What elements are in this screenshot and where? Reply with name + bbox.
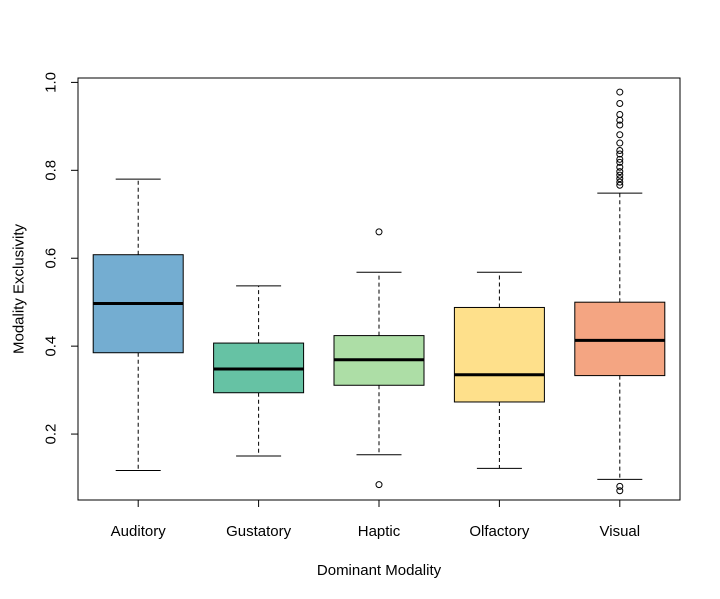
outlier-point	[616, 168, 624, 176]
boxes-layer	[92, 88, 666, 495]
outlier-point	[616, 88, 624, 96]
outlier-point	[616, 139, 624, 147]
outlier-point	[616, 487, 624, 495]
x-tick-label: Visual	[600, 523, 641, 540]
x-axis-title: Dominant Modality	[317, 562, 442, 579]
y-axis-title: Modality Exclusivity	[11, 223, 28, 354]
x-tick-label: Olfactory	[469, 523, 530, 540]
box-visual	[574, 88, 666, 495]
x-tick-label: Auditory	[111, 523, 167, 540]
outlier-point	[616, 163, 624, 171]
iqr-box	[574, 301, 666, 377]
outlier-point	[616, 147, 624, 155]
outlier-point	[616, 110, 624, 118]
outlier-point	[616, 150, 624, 158]
x-tick-label: Gustatory	[226, 523, 292, 540]
outlier-point	[616, 178, 624, 186]
outlier-point	[375, 228, 383, 236]
box-auditory	[92, 178, 184, 472]
iqr-box	[453, 306, 545, 403]
x-tick-label: Haptic	[358, 523, 401, 540]
outlier-point	[616, 158, 624, 166]
y-tick-label: 0.6	[43, 248, 60, 269]
y-tick-label: 1.0	[43, 72, 60, 93]
y-tick-label: 0.4	[43, 336, 60, 357]
outlier-point	[375, 481, 383, 489]
y-axis: 0.2 0.4 0.6 0.8 1.0	[43, 72, 79, 445]
y-tick-label: 0.8	[43, 160, 60, 181]
outlier-point	[616, 116, 624, 124]
outlier-point	[616, 121, 624, 129]
outlier-point	[616, 99, 624, 107]
box-gustatory	[213, 285, 305, 457]
outlier-point	[616, 175, 624, 183]
outlier-point	[616, 171, 624, 179]
x-axis: Auditory Gustatory Haptic Olfactory Visual	[111, 499, 641, 540]
box-olfactory	[453, 271, 545, 469]
outlier-point	[616, 482, 624, 490]
box-haptic	[333, 228, 425, 489]
outlier-point	[616, 181, 624, 189]
outlier-point	[616, 155, 624, 163]
y-tick-label: 0.2	[43, 424, 60, 445]
outlier-point	[616, 131, 624, 139]
